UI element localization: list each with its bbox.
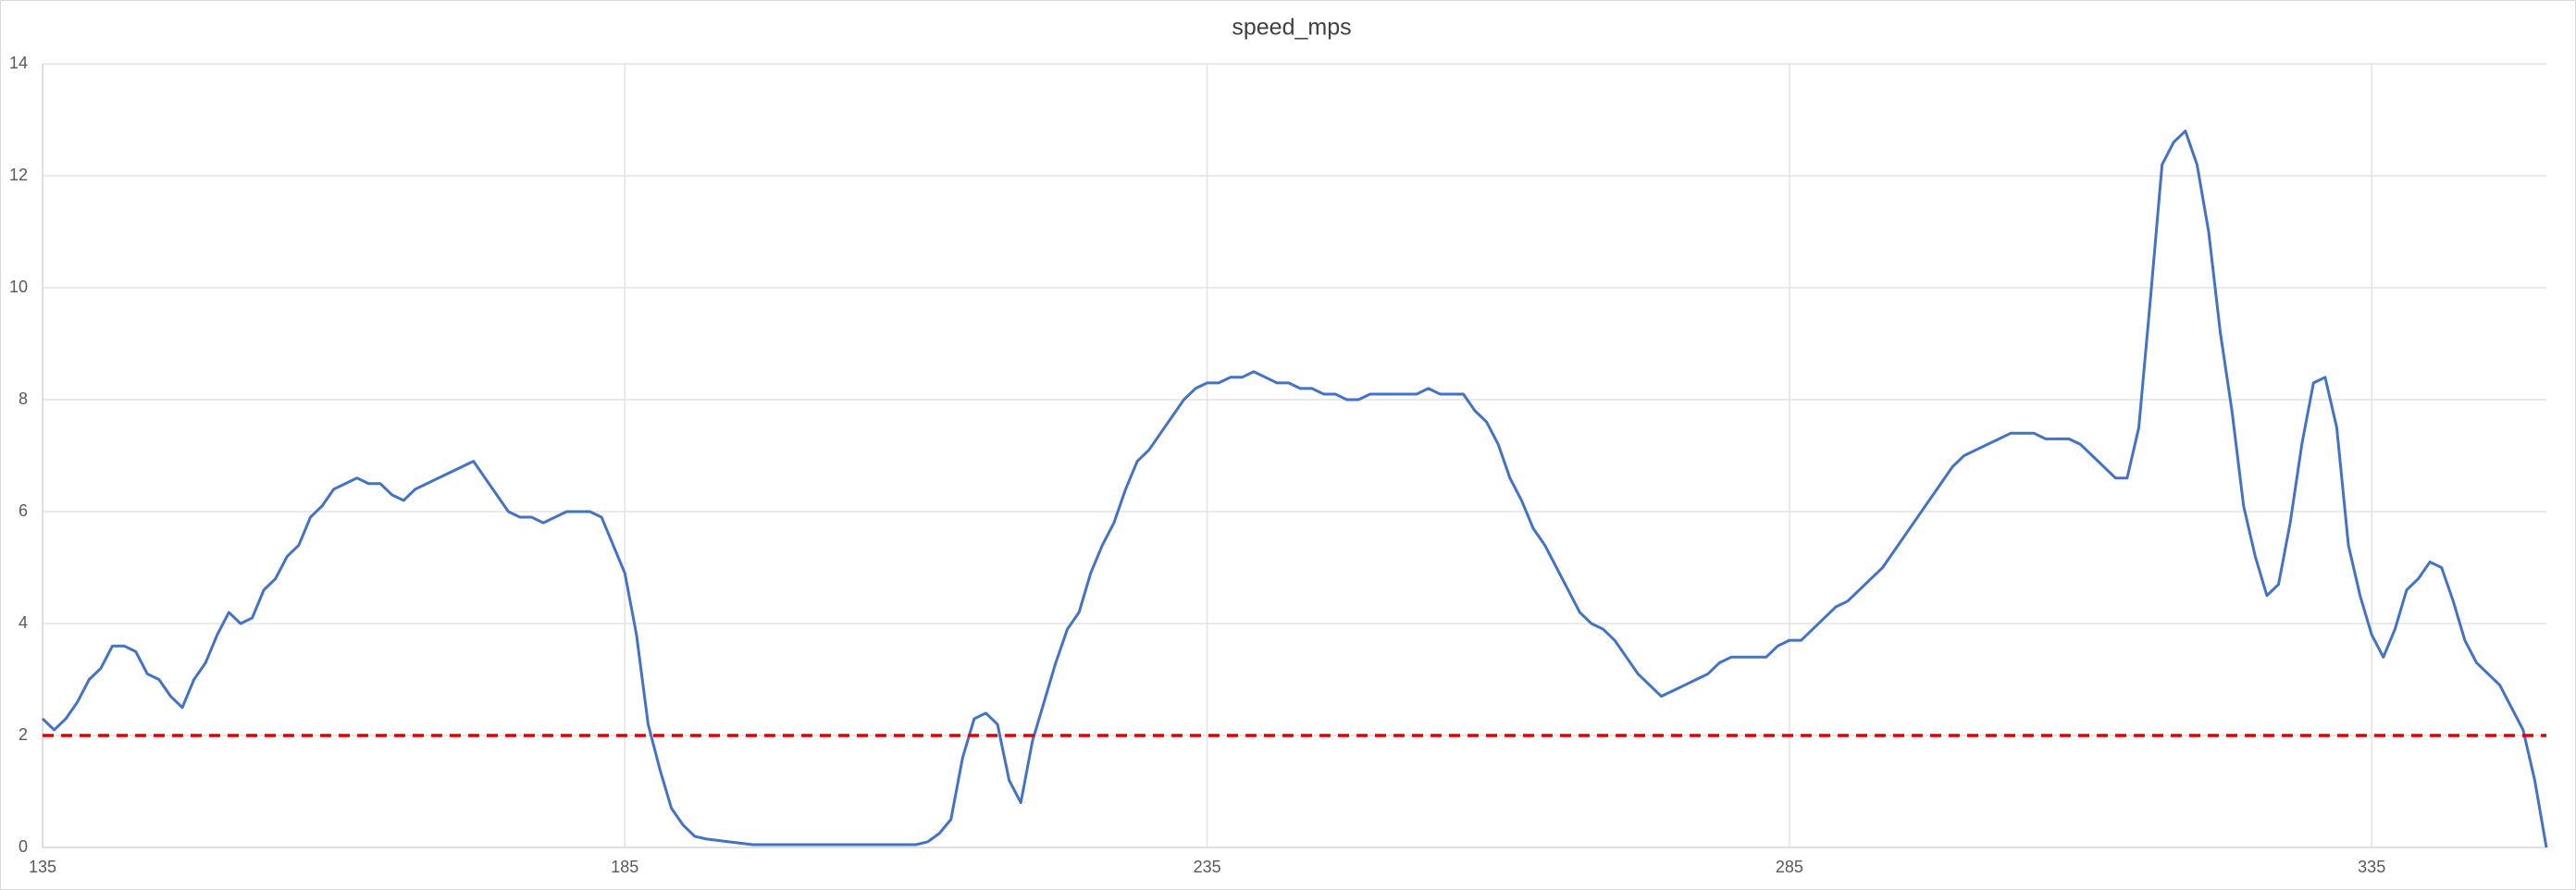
- x-tick-label: 285: [1776, 858, 1803, 876]
- y-tick-label: 10: [9, 278, 28, 296]
- y-tick-label: 0: [19, 837, 28, 856]
- y-tick-label: 4: [19, 613, 28, 632]
- x-tick-label: 235: [1194, 858, 1221, 876]
- x-tick-label: 135: [29, 858, 56, 876]
- y-tick-label: 8: [19, 389, 28, 408]
- y-tick-label: 12: [9, 166, 28, 184]
- data-line: [41, 130, 2548, 848]
- y-tick-label: 2: [19, 725, 28, 744]
- y-tick-label: 6: [19, 501, 28, 520]
- x-tick-label: 335: [2358, 858, 2385, 876]
- y-tick-label: 14: [9, 54, 28, 72]
- chart-title: speed_mps: [1232, 15, 1351, 41]
- x-tick-label: 185: [611, 858, 638, 876]
